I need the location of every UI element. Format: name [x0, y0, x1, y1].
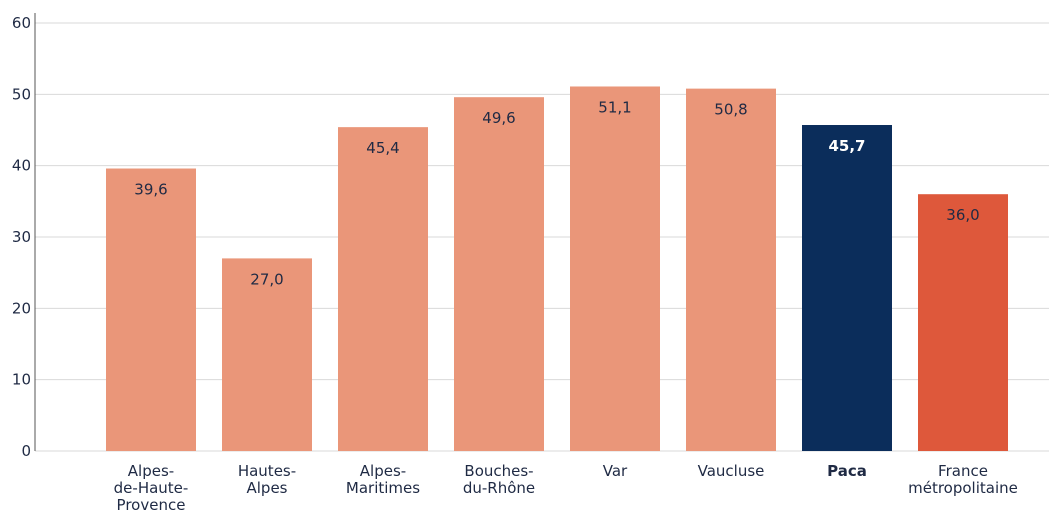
bar [570, 86, 660, 451]
bar [802, 125, 892, 452]
bar [454, 97, 544, 451]
value-label: 27,0 [250, 270, 283, 288]
y-tick-label: 40 [12, 157, 31, 175]
x-tick-label: Vaucluse [698, 462, 765, 480]
value-label: 49,6 [482, 109, 515, 127]
y-tick-label: 10 [12, 371, 31, 389]
bar [686, 88, 776, 452]
y-tick-label: 30 [12, 228, 31, 246]
value-label: 45,4 [366, 139, 399, 157]
y-tick-label: 0 [21, 442, 31, 460]
bar [222, 258, 312, 451]
x-tick-label: Alpes-de-Haute-Provence [114, 462, 189, 514]
y-tick-label: 60 [12, 14, 31, 32]
x-tick-label: Hautes-Alpes [238, 462, 296, 497]
x-tick-label: Paca [827, 462, 867, 480]
x-tick-label: Alpes-Maritimes [346, 462, 420, 497]
value-label: 51,1 [598, 98, 631, 116]
bar [918, 194, 1008, 451]
value-label: 36,0 [946, 206, 979, 224]
value-label: 45,7 [828, 137, 865, 155]
value-label: 39,6 [134, 181, 167, 199]
bar [338, 127, 428, 451]
x-tick-label: France métropolitaine [908, 462, 1018, 497]
y-tick-label: 50 [12, 85, 31, 103]
bar [106, 168, 196, 451]
x-tick-label: Bouches-du-Rhône [463, 462, 535, 497]
value-label: 50,8 [714, 101, 747, 119]
y-tick-label: 20 [12, 299, 31, 317]
x-tick-label: Var [603, 462, 628, 480]
